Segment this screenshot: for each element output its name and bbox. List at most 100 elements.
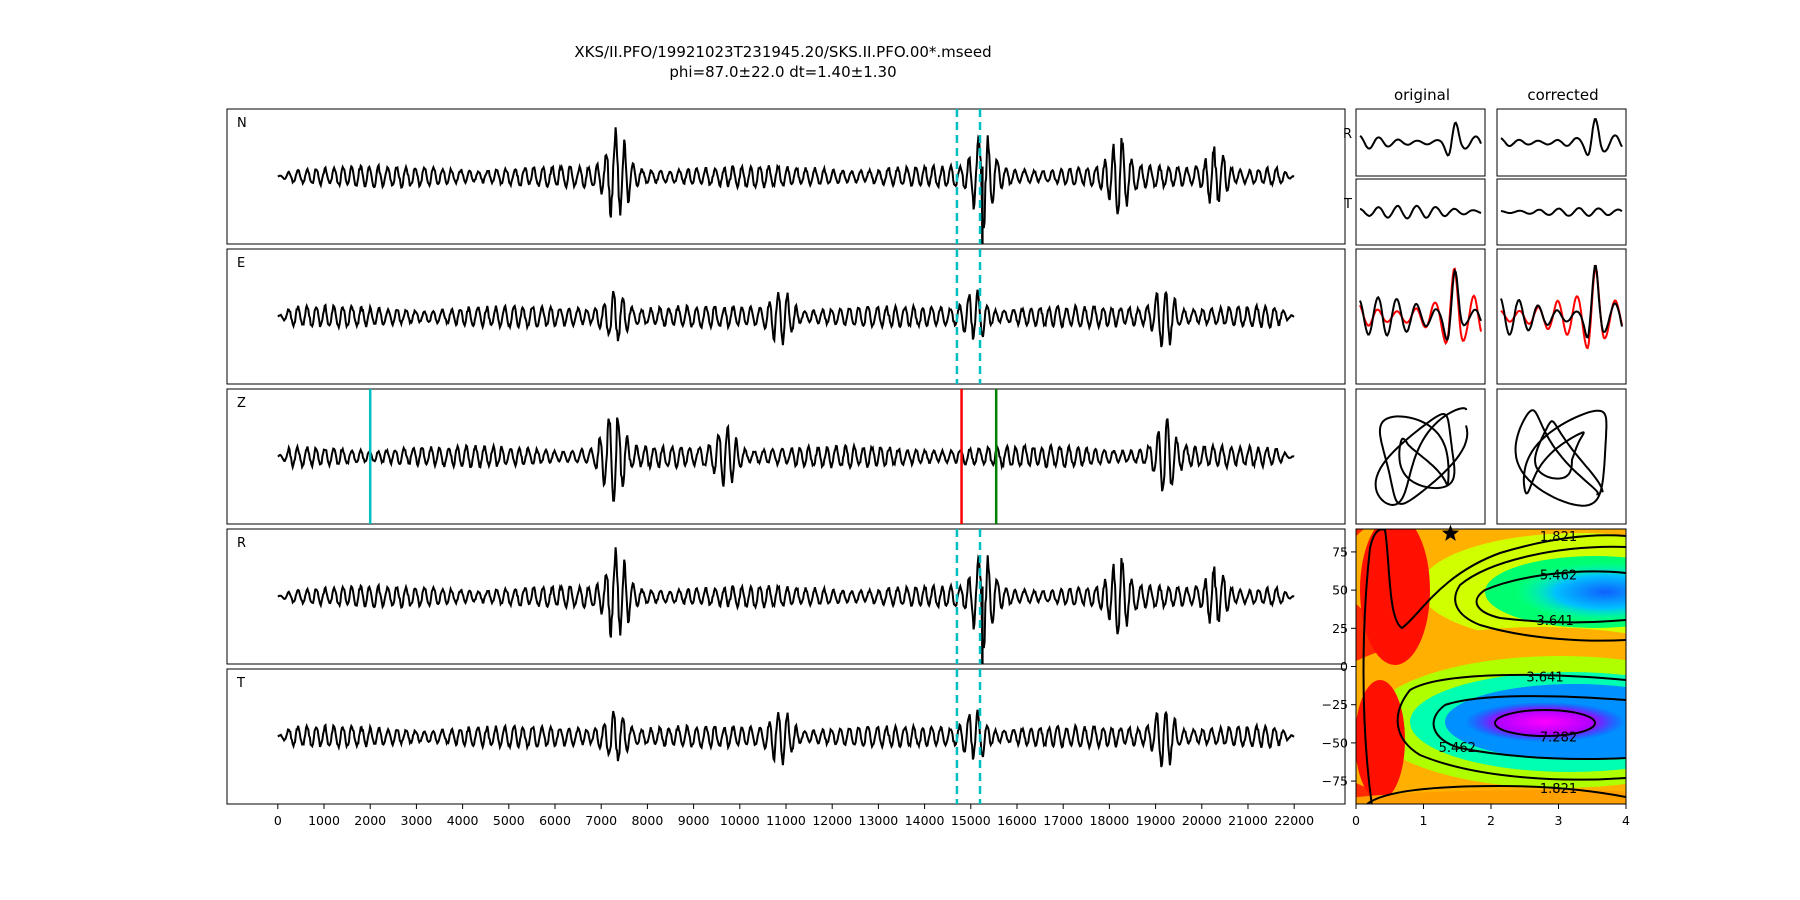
small-waveform (1359, 204, 1482, 220)
contour-1821-bottom (1365, 784, 1626, 804)
heat-x-tick-label: 4 (1622, 813, 1630, 828)
x-tick-label: 14000 (905, 813, 945, 828)
heat-y-tick-label: −50 (1322, 735, 1348, 750)
x-tick-label: 19000 (1136, 813, 1176, 828)
x-tick-label: 21000 (1228, 813, 1268, 828)
particle-motion-path (1374, 407, 1469, 507)
x-tick-label: 12000 (812, 813, 852, 828)
trace-panel-t: T (226, 668, 1346, 805)
heat-x-tick-label: 3 (1555, 813, 1563, 828)
contour-3641-upper (1454, 545, 1626, 642)
trace-panel-frame (226, 388, 1346, 525)
x-tick-label: 3000 (401, 813, 433, 828)
trace-panel-label: T (236, 676, 245, 691)
small-waveform (1359, 268, 1482, 341)
contour-1821-top (1362, 529, 1626, 804)
small-waveform (1359, 121, 1482, 157)
contour-value-label: 7.282 (1540, 730, 1577, 745)
x-tick-label: 16000 (997, 813, 1037, 828)
heat-y-tick-label: 0 (1340, 659, 1348, 674)
error-surface-axes: 0 1 2 3 4 75 50 25 0 −25 −50 −75 (1322, 544, 1630, 828)
small-panel-frame (1355, 388, 1486, 525)
heat-y-tick-label: 25 (1332, 621, 1348, 636)
error-surface: 1.821 5.462 3.641 3.641 7.282 5.462 1.821 0 1 2 3… (1322, 524, 1630, 828)
small-panel-frame (1496, 248, 1627, 385)
heat-y-tick-label: 50 (1332, 583, 1348, 598)
contour-7282 (1494, 709, 1596, 737)
x-tick-label: 4000 (447, 813, 479, 828)
original-label: original (1394, 86, 1450, 104)
x-tick-label: 20000 (1182, 813, 1222, 828)
trace-panel-label: N (237, 116, 247, 131)
particle-motion-path (1514, 409, 1608, 507)
small-panel-frame (1496, 108, 1627, 177)
x-tick-label: 5000 (493, 813, 525, 828)
x-tick-label: 6000 (539, 813, 571, 828)
heat-left-hotspot-top (1360, 529, 1430, 665)
x-tick-label: 22000 (1274, 813, 1314, 828)
contour-value-label: 3.641 (1537, 614, 1574, 629)
small-panel-frame (1355, 178, 1486, 246)
trace-panel-frame (226, 248, 1346, 385)
small-panel-frame (1496, 178, 1627, 246)
small-panel-frame (1496, 388, 1627, 525)
contour-labels: 1.821 5.462 3.641 3.641 7.282 5.462 1.821 (1439, 530, 1577, 797)
contour-5462-upper (1475, 570, 1626, 624)
x-tick-label: 13000 (859, 813, 899, 828)
seismogram-trace (277, 127, 1295, 229)
small-panel-frame (1355, 248, 1486, 385)
heat-x-tick-label: 1 (1420, 813, 1428, 828)
x-tick-label: 9000 (678, 813, 710, 828)
x-tick-label: 15000 (951, 813, 991, 828)
small-panel-frame (1355, 108, 1486, 177)
trace-panel-frame (226, 108, 1346, 245)
contour-5462-lower (1432, 695, 1626, 760)
heat-x-tick-label: 2 (1487, 813, 1495, 828)
x-tick-label: 10000 (720, 813, 760, 828)
small-waveform (1359, 267, 1482, 346)
time-axis: 0 1000 2000 3000 4000 5000 6000 7000 8000 9000 100… (274, 804, 1314, 828)
trace-panel-label: Z (237, 396, 246, 411)
small-waveform (1500, 265, 1623, 339)
trace-panel-n: N (226, 108, 1346, 245)
contour-3641-lower (1396, 673, 1626, 781)
contour-value-label: 1.821 (1540, 530, 1577, 545)
trace-panel-e: E (226, 248, 1346, 385)
trace-panel-r: R (226, 528, 1346, 665)
heat-core-upper (1515, 562, 1626, 622)
heat-x-tick-label: 0 (1352, 813, 1360, 828)
seismogram-trace (277, 547, 1295, 649)
trace-panel-z: Z (226, 388, 1346, 525)
contour-value-label: 1.821 (1540, 782, 1577, 797)
small-waveform (1500, 264, 1623, 350)
heat-y-tick-label: 75 (1332, 544, 1348, 559)
trace-panel-label: E (237, 256, 245, 271)
heat-left-hotspot-bottom (1356, 680, 1405, 800)
x-tick-label: 18000 (1090, 813, 1130, 828)
figure-title: XKS/II.PFO/19921023T231945.20/SKS.II.PFO… (574, 43, 991, 61)
x-tick-label: 17000 (1043, 813, 1083, 828)
x-tick-label: 8000 (631, 813, 663, 828)
seismogram-trace (277, 289, 1295, 348)
trace-panel-label: R (237, 536, 246, 551)
small-waveform (1500, 207, 1623, 217)
x-tick-label: 11000 (766, 813, 806, 828)
x-tick-label: 1000 (308, 813, 340, 828)
x-tick-label: 0 (274, 813, 282, 828)
x-tick-label: 2000 (354, 813, 386, 828)
row-label-r: R (1343, 127, 1352, 142)
heat-y-tick-label: −75 (1322, 774, 1348, 789)
figure-subtitle: phi=87.0±22.0 dt=1.40±1.30 (669, 63, 896, 81)
small-panels (1355, 108, 1627, 525)
heat-y-tick-label: −25 (1322, 697, 1348, 712)
x-tick-label: 7000 (585, 813, 617, 828)
seismogram-trace (277, 709, 1295, 768)
corrected-label: corrected (1527, 86, 1598, 104)
trace-panel-frame (226, 528, 1346, 665)
heat-core-lower (1465, 702, 1625, 742)
heat-bottom-band (1356, 790, 1626, 804)
contour-value-label: 5.462 (1540, 568, 1577, 583)
best-fit-star-marker (1441, 524, 1460, 541)
row-label-t: T (1343, 197, 1352, 212)
